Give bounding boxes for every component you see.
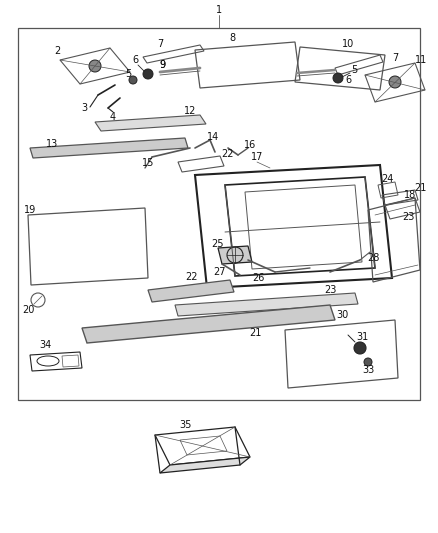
Circle shape [89,60,101,72]
Circle shape [354,342,366,354]
Text: 25: 25 [212,239,224,249]
Text: 6: 6 [345,75,351,85]
Text: 7: 7 [392,53,398,63]
Text: 5: 5 [351,65,357,75]
Text: 22: 22 [186,272,198,282]
Polygon shape [160,457,250,473]
Text: 14: 14 [207,132,219,142]
Text: 8: 8 [229,33,235,43]
Circle shape [143,69,153,79]
Text: 21: 21 [414,183,426,193]
Polygon shape [95,115,206,131]
Text: 9: 9 [159,60,165,70]
Text: 11: 11 [415,55,427,65]
Text: 28: 28 [367,253,379,263]
Text: 20: 20 [22,305,34,315]
Text: 21: 21 [249,328,261,338]
Text: 22: 22 [222,149,234,159]
Text: 2: 2 [54,46,60,56]
Text: 17: 17 [251,152,263,162]
Text: 16: 16 [244,140,256,150]
Polygon shape [30,138,188,158]
Text: 19: 19 [24,205,36,215]
Text: 23: 23 [324,285,336,295]
Polygon shape [82,305,335,343]
Text: 24: 24 [381,174,393,184]
Text: 34: 34 [39,340,51,350]
Text: 33: 33 [362,365,374,375]
Text: 15: 15 [142,158,154,168]
Polygon shape [218,246,252,264]
Text: 10: 10 [342,39,354,49]
Text: 6: 6 [132,55,138,65]
Text: 18: 18 [404,190,416,200]
Text: 12: 12 [184,106,196,116]
Text: 4: 4 [110,112,116,122]
Text: 26: 26 [252,273,264,283]
Text: 27: 27 [214,267,226,277]
Text: 3: 3 [81,103,87,113]
Text: 13: 13 [46,139,58,149]
Circle shape [364,358,372,366]
Text: 31: 31 [356,332,368,342]
Circle shape [333,73,343,83]
Text: 30: 30 [336,310,348,320]
Text: 23: 23 [402,212,414,222]
Circle shape [129,76,137,84]
Text: 1: 1 [216,5,222,15]
Polygon shape [148,280,234,302]
Polygon shape [175,293,358,316]
Text: 9: 9 [159,60,165,70]
Text: 7: 7 [157,39,163,49]
Text: 5: 5 [125,69,131,79]
Text: 35: 35 [179,420,191,430]
Bar [18,28,420,400]
Circle shape [389,76,401,88]
